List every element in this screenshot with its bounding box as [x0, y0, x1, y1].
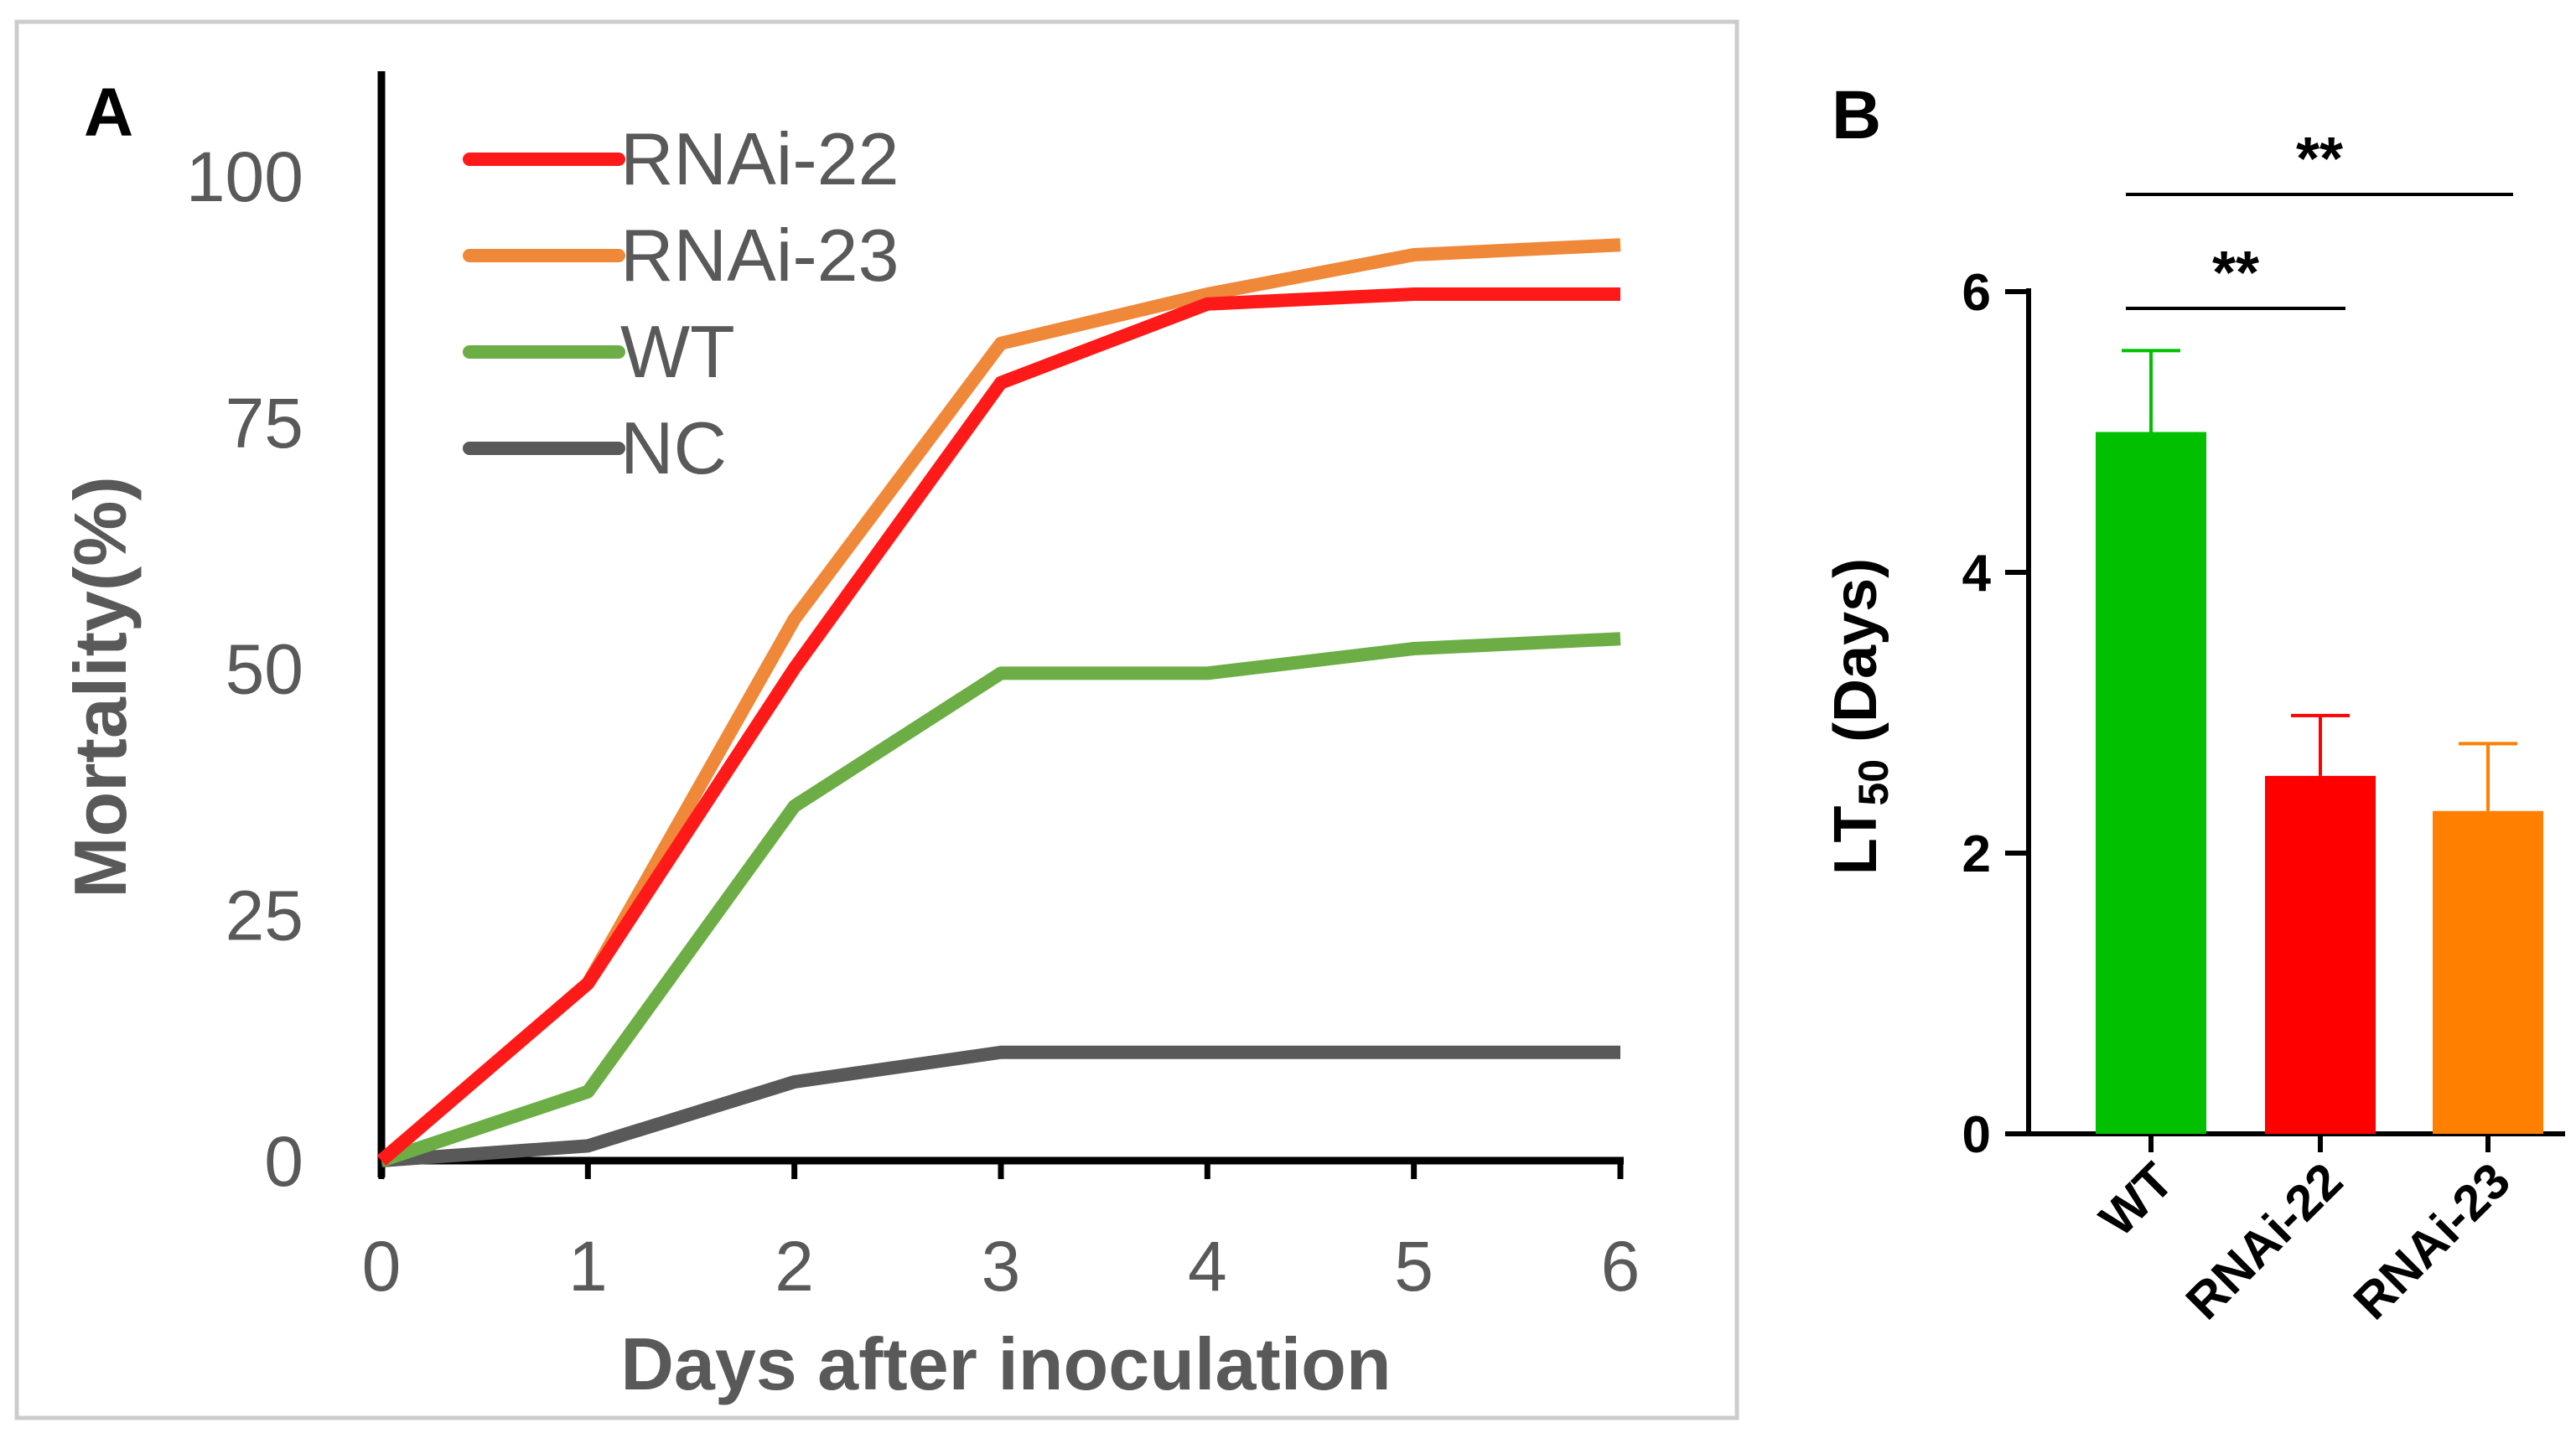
panel-b-y-label-main: LT: [1822, 806, 1889, 876]
panel-b-label: B: [1832, 77, 1881, 153]
panel-a-legend: RNAi-22 RNAi-23 WT NC: [463, 117, 899, 489]
panel-a-x-ticks: 0 1 2 3 4 5 6: [362, 1161, 1640, 1306]
panel-a-series: [376, 238, 1621, 1167]
panel-a-y-tick-label: 50: [225, 630, 303, 709]
panel-b-y-tick-label: 2: [1962, 825, 1991, 883]
significance-label: **: [2212, 240, 2259, 307]
panel-b-y-ticks: 0 2 4 6: [1962, 264, 2029, 1164]
panel-a-y-tick-label: 25: [225, 876, 303, 954]
legend-label-nc: NC: [620, 406, 727, 489]
panel-a-frame: [14, 19, 1739, 1420]
panel-b-y-tick-label: 6: [1962, 264, 1991, 322]
panel-b-y-tick-label: 4: [1962, 545, 1992, 603]
panel-a-y-tick-label: 75: [225, 384, 303, 463]
series-line-wt: [379, 632, 1621, 1167]
panel-a-y-tick-label: 100: [186, 137, 303, 216]
bar-rnai-23: [2433, 810, 2543, 1134]
panel-a-label: A: [84, 75, 133, 151]
panel-b-x-tick-label: WT: [2089, 1152, 2184, 1247]
panel-a-x-tick-label: 6: [1601, 1227, 1640, 1306]
panel-a-x-axis-label: Days after inoculation: [620, 1322, 1391, 1405]
panel-a-y-tick-label: 0: [264, 1122, 303, 1201]
panel-a-y-ticks: 0 25 50 75 100: [186, 137, 303, 1201]
panel-a-x-tick-label: 0: [362, 1227, 402, 1306]
panel-a-x-tick-label: 2: [775, 1227, 814, 1306]
series-line-rnai-22: [376, 287, 1620, 1167]
panel-b-y-label-unit: (Days): [1822, 558, 1889, 759]
panel-b-error-bars: [2122, 349, 2517, 811]
panel-a-x-tick-label: 4: [1188, 1227, 1227, 1306]
panel-a-x-tick-label: 1: [568, 1227, 608, 1306]
bar-rnai-22: [2265, 775, 2376, 1134]
panel-b-y-axis-label: LT50 (Days): [1822, 558, 1897, 875]
panel-a-x-tick-label: 5: [1394, 1227, 1433, 1306]
panel-a-y-axis-label: Mortality(%): [59, 476, 142, 898]
panel-b-x-tick-label: RNAi-23: [2343, 1152, 2521, 1330]
legend-label-rnai-22: RNAi-22: [620, 117, 899, 200]
panel-b-bars: [2096, 432, 2543, 1134]
legend-label-wt: WT: [620, 310, 735, 393]
significance-label: **: [2296, 126, 2343, 193]
bar-wt: [2096, 432, 2206, 1134]
panel-b-x-tick-label: RNAi-22: [2175, 1152, 2353, 1330]
panel-b-y-label-sub: 50: [1850, 759, 1897, 806]
legend-label-rnai-23: RNAi-23: [620, 214, 899, 297]
panel-b-significance: ** **: [2126, 126, 2513, 310]
series-line-nc: [381, 1045, 1620, 1167]
panel-b-y-tick-label: 0: [1962, 1106, 1991, 1164]
panel-a-x-tick-label: 3: [982, 1227, 1021, 1306]
